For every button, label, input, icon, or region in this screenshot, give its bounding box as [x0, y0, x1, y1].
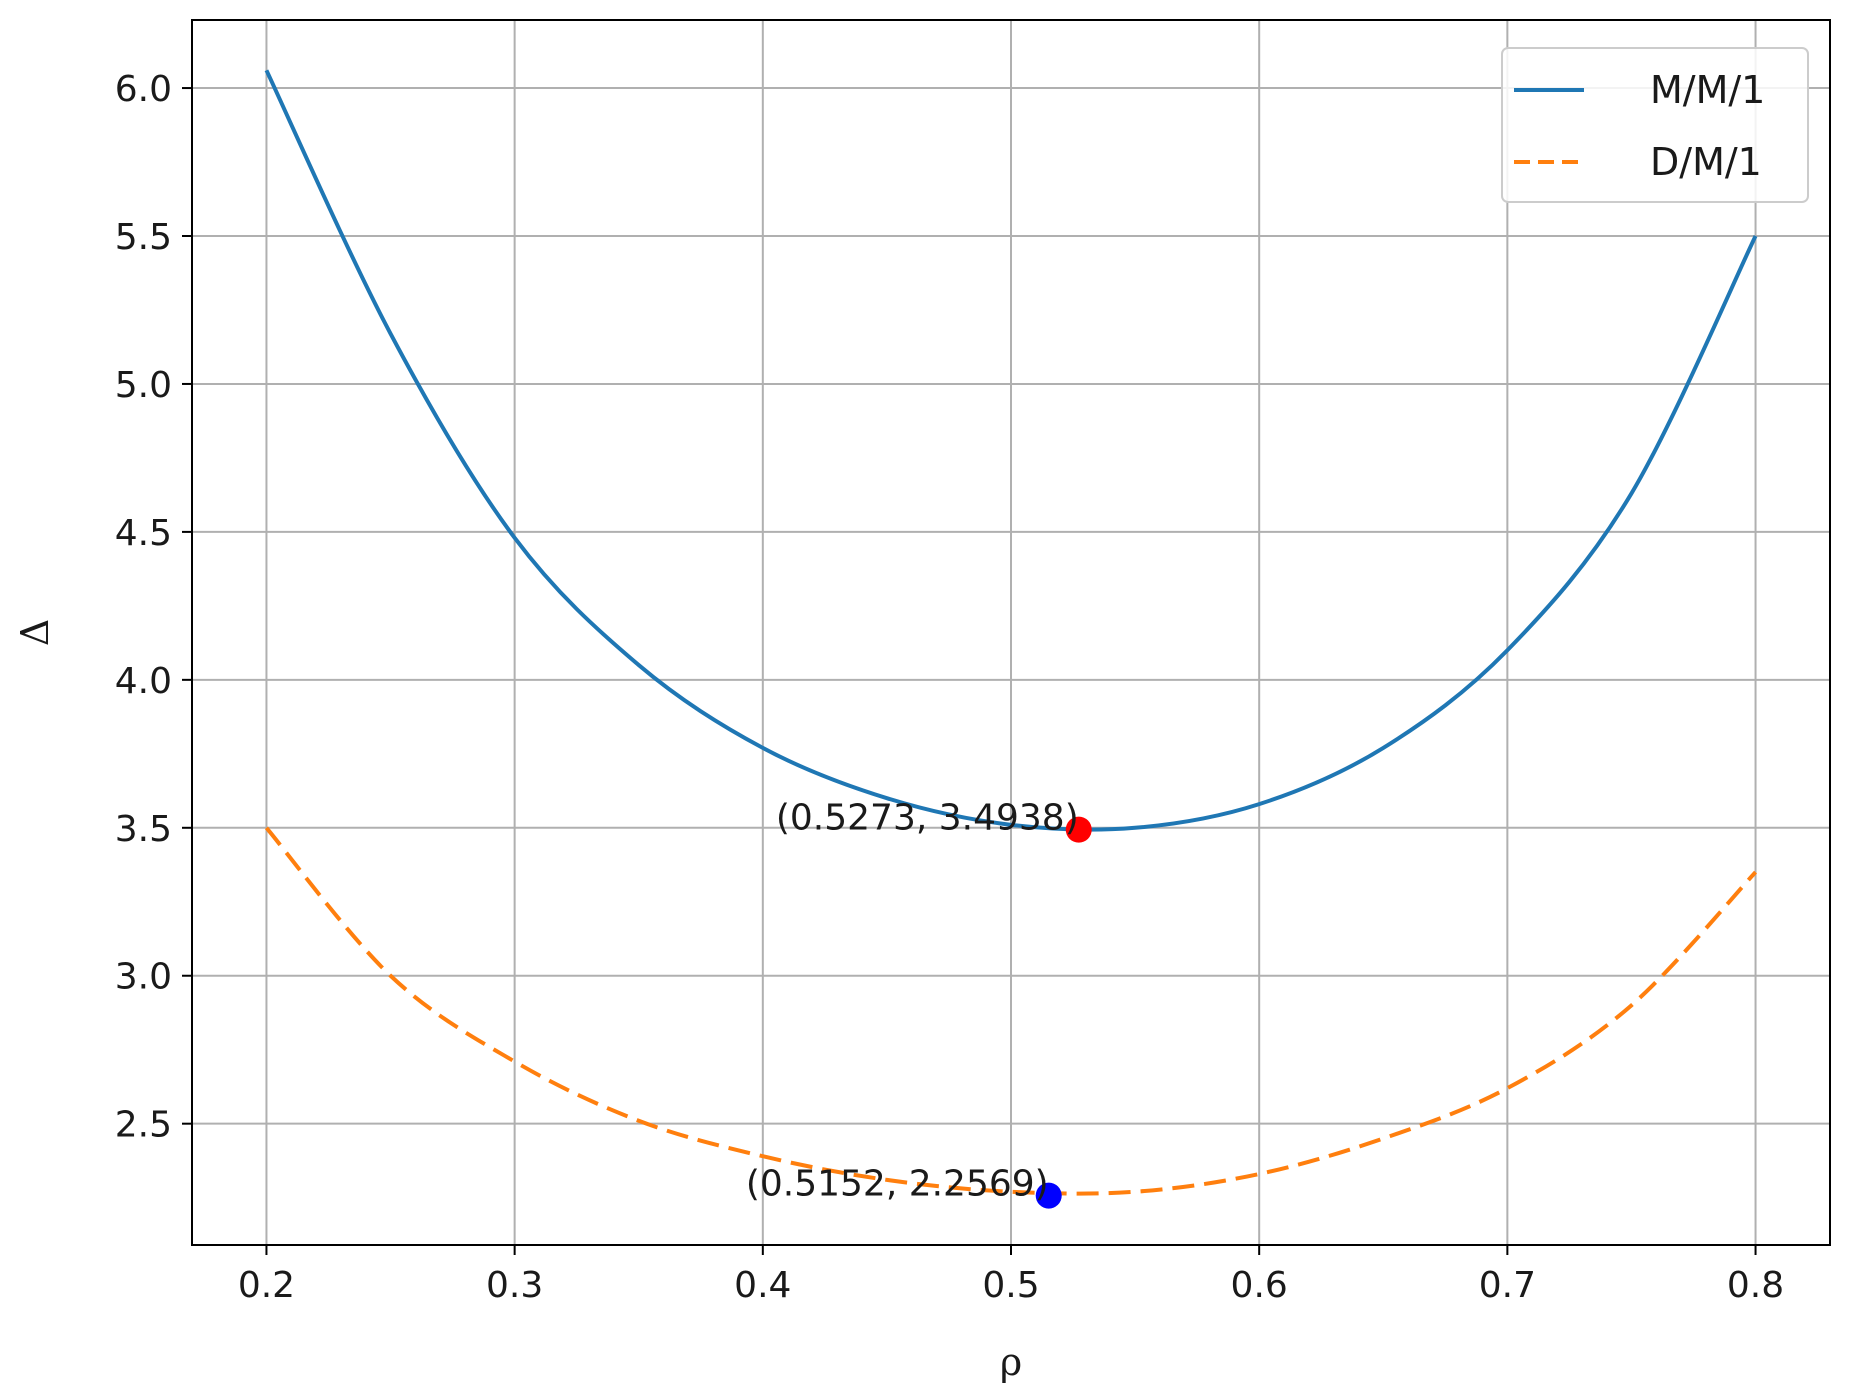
min-point-marker [1065, 816, 1092, 843]
legend-label-dm1: D/M/1 [1650, 140, 1762, 184]
series-line-mm1 [264, 69, 1758, 832]
legend-box [1501, 47, 1809, 203]
y-tick-label: 4.5 [115, 513, 172, 554]
marker-layer: (0.5273, 3.4938) (0.5152, 2.2569) [746, 798, 1092, 1209]
x-axis-label: ρ [1000, 1340, 1022, 1384]
y-tick-label: 6.0 [115, 69, 172, 110]
legend-label-mm1: M/M/1 [1650, 68, 1765, 112]
y-tick-label: 2.5 [115, 1105, 172, 1146]
tick-layer: 0.2 0.3 0.4 0.5 0.6 0.7 0.8 2.5 3.0 3.5 4.0 4.5 5.0 5… [115, 69, 1784, 1306]
y-tick-label: 5.0 [115, 365, 172, 406]
min-point-annotation: (0.5273, 3.4938) [776, 798, 1079, 839]
x-tick-label: 0.7 [1479, 1265, 1536, 1306]
grid [192, 20, 1830, 1245]
y-tick-label: 3.0 [115, 957, 172, 998]
y-axis-label: Δ [13, 619, 57, 646]
min-point-marker [1035, 1182, 1062, 1209]
x-tick-label: 0.5 [982, 1265, 1039, 1306]
min-point-annotation: (0.5152, 2.2569) [746, 1164, 1049, 1205]
series-layer [264, 69, 1758, 1196]
x-tick-label: 0.2 [238, 1265, 295, 1306]
y-tick-label: 4.0 [115, 661, 172, 702]
series-line-dm1 [264, 826, 1758, 1196]
x-tick-label: 0.6 [1231, 1265, 1288, 1306]
x-tick-label: 0.4 [734, 1265, 791, 1306]
x-tick-label: 0.3 [486, 1265, 543, 1306]
y-tick-label: 5.5 [115, 217, 172, 258]
legend: M/M/1 D/M/1 [1501, 47, 1809, 203]
x-tick-label: 0.8 [1727, 1265, 1784, 1306]
y-tick-label: 3.5 [115, 809, 172, 850]
